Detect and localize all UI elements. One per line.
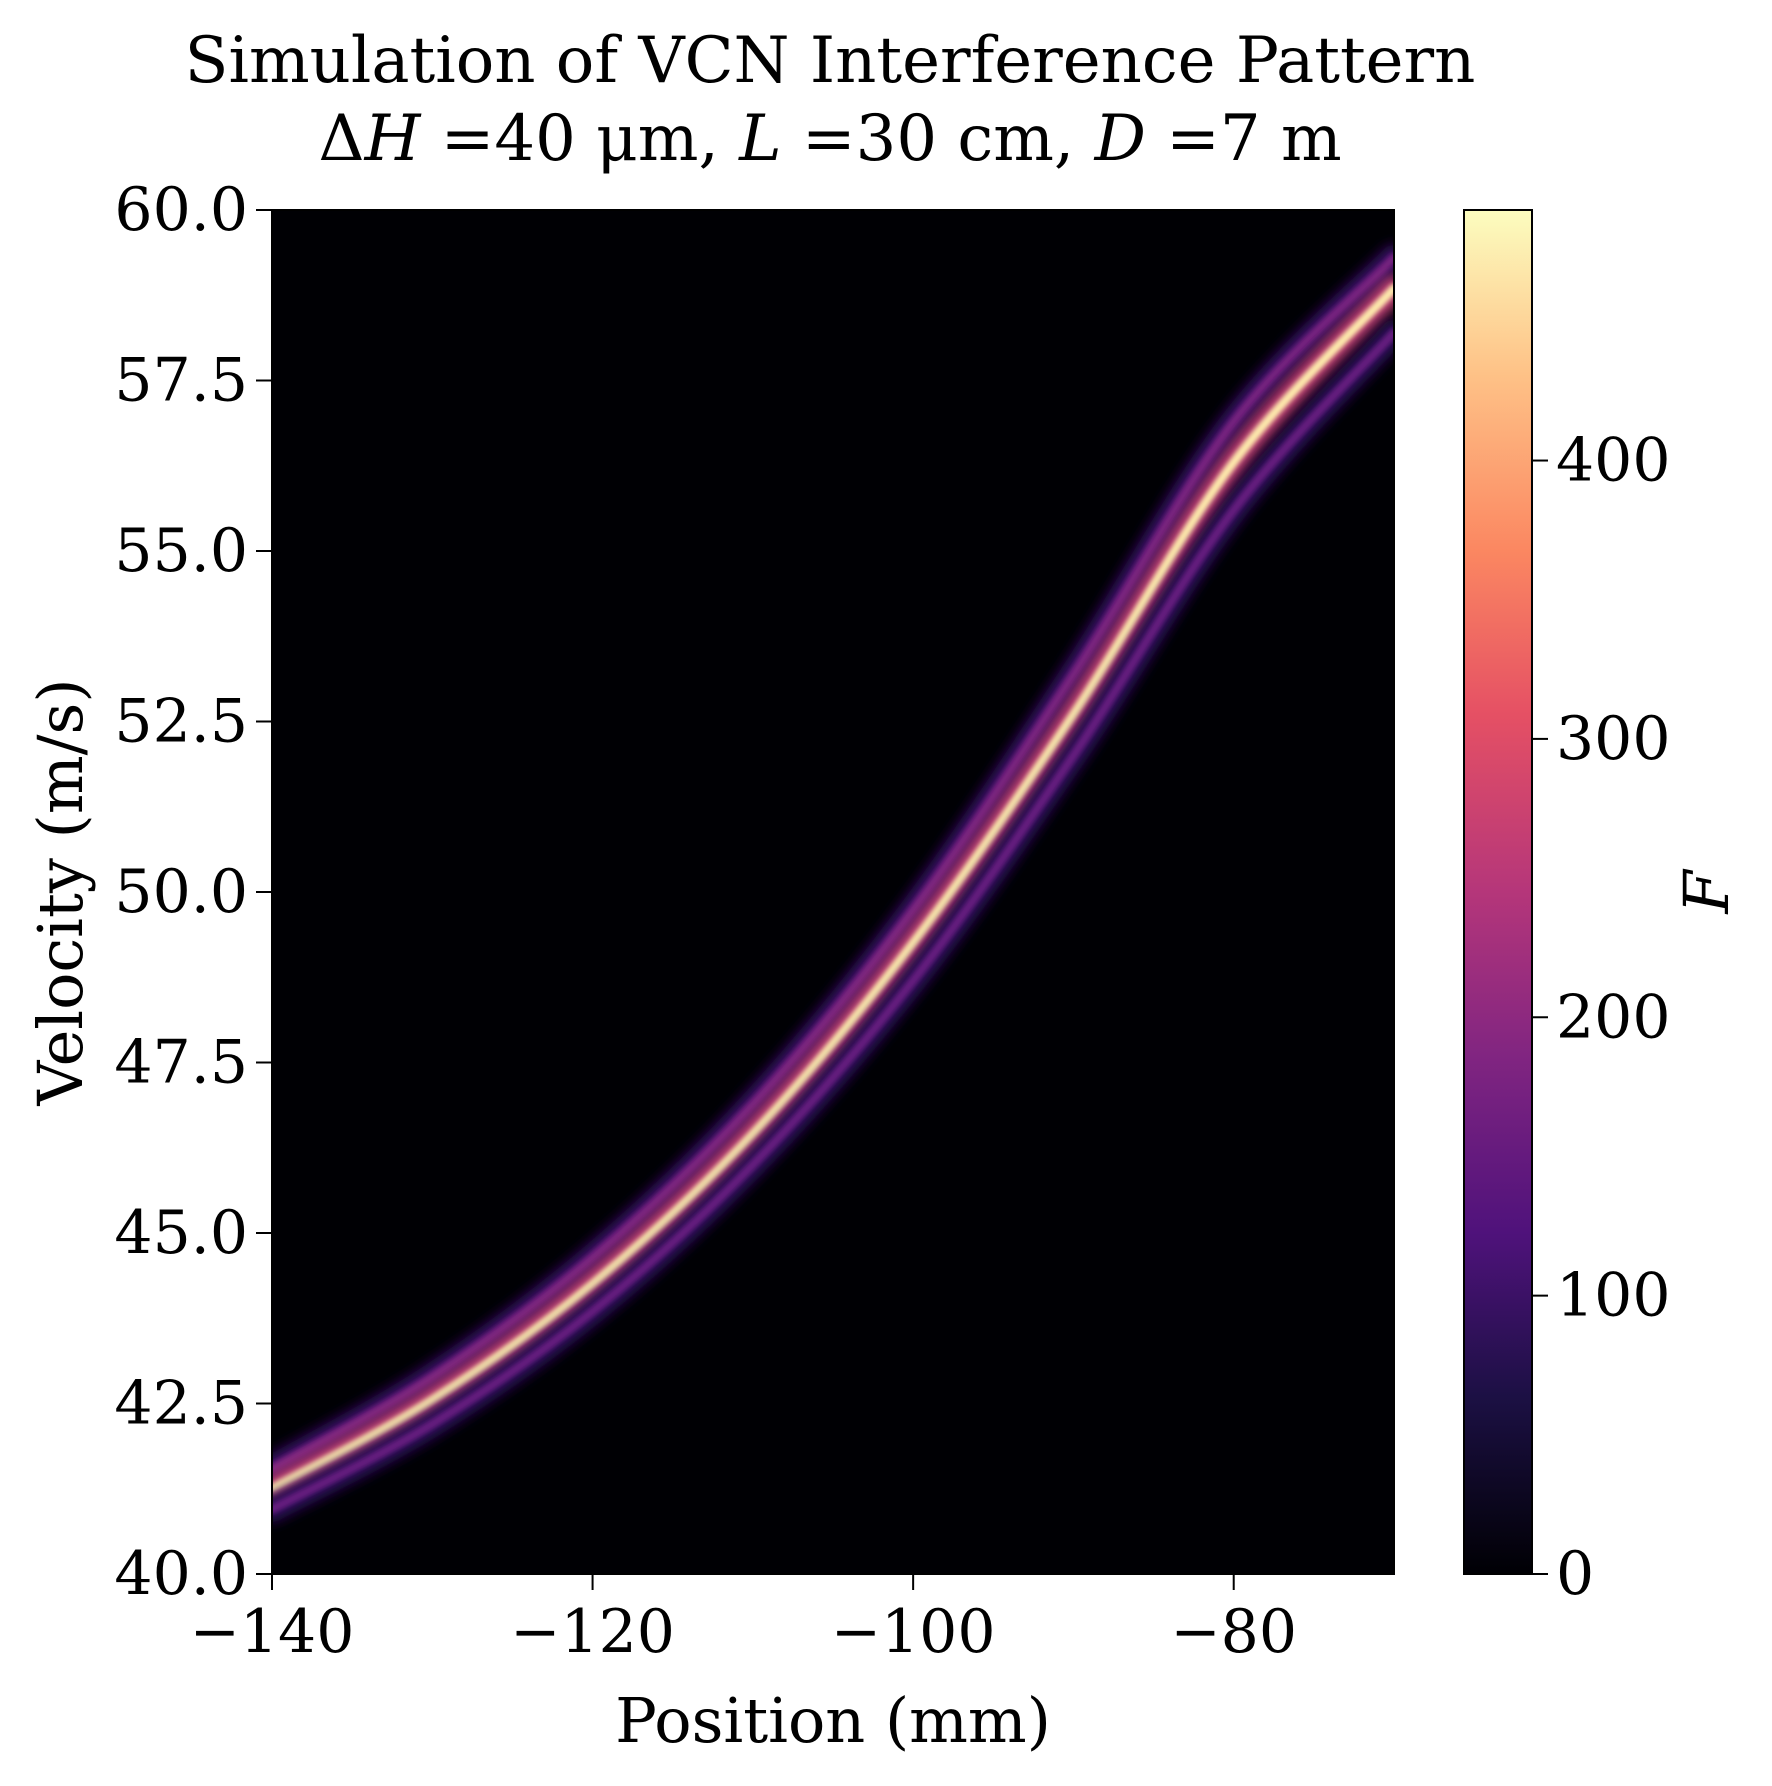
x-tick-label: −140: [190, 1597, 355, 1667]
x-axis-label: Position (mm): [615, 1684, 1051, 1757]
colorbar-tick-label: 400: [1556, 426, 1671, 496]
subtitle-h-var: H: [364, 102, 422, 176]
y-tick-label: 60.0: [114, 175, 248, 245]
colorbar-tick-label: 0: [1556, 1539, 1594, 1609]
lower-fringe: [272, 328, 1394, 1514]
subtitle-h-val: =40 μm,: [420, 102, 739, 176]
upper-fringe: [272, 253, 1394, 1473]
central-fringe: [272, 283, 1394, 1494]
y-tick-label: 45.0: [114, 1198, 248, 1268]
subtitle-d-val: =7 m: [1146, 102, 1342, 176]
chart-title: Simulation of VCN Interference Pattern: [185, 24, 1476, 98]
colorbar-axis: 0 100 200 300 400: [1532, 426, 1671, 1609]
x-tick-label: −120: [510, 1597, 675, 1667]
y-tick-label: 57.5: [114, 346, 248, 416]
x-tick-label: −80: [1170, 1597, 1297, 1667]
x-tick-label: −100: [831, 1597, 996, 1667]
colorbar-label: F: [1670, 869, 1743, 915]
colorbar: [1463, 209, 1533, 1575]
y-axis: 40.0 42.5 45.0 47.5 50.0 52.5 55.0 57.5 60.0: [114, 175, 272, 1609]
y-tick-label: 42.5: [114, 1369, 248, 1439]
colorbar-tick-label: 200: [1556, 982, 1671, 1052]
y-tick-label: 55.0: [114, 516, 248, 586]
fringe-layer: [272, 244, 1394, 1523]
subtitle-d-var: D: [1094, 102, 1146, 176]
subtitle-delta: Δ: [318, 102, 364, 176]
subtitle-l-val: =30 cm,: [782, 102, 1095, 176]
colorbar-tick-label: 100: [1556, 1261, 1671, 1331]
y-tick-label: 40.0: [114, 1539, 248, 1609]
y-axis-label: Velocity (m/s): [24, 678, 97, 1106]
y-tick-label: 50.0: [114, 857, 248, 927]
chart-subtitle: ΔH =40 μm, L =30 cm, D =7 m: [318, 102, 1341, 176]
y-tick-label: 52.5: [114, 687, 248, 757]
subtitle-l-var: L: [738, 102, 782, 176]
colorbar-tick-label: 300: [1556, 704, 1671, 774]
x-axis: −140 −120 −100 −80: [190, 1574, 1297, 1667]
y-tick-label: 47.5: [114, 1028, 248, 1098]
